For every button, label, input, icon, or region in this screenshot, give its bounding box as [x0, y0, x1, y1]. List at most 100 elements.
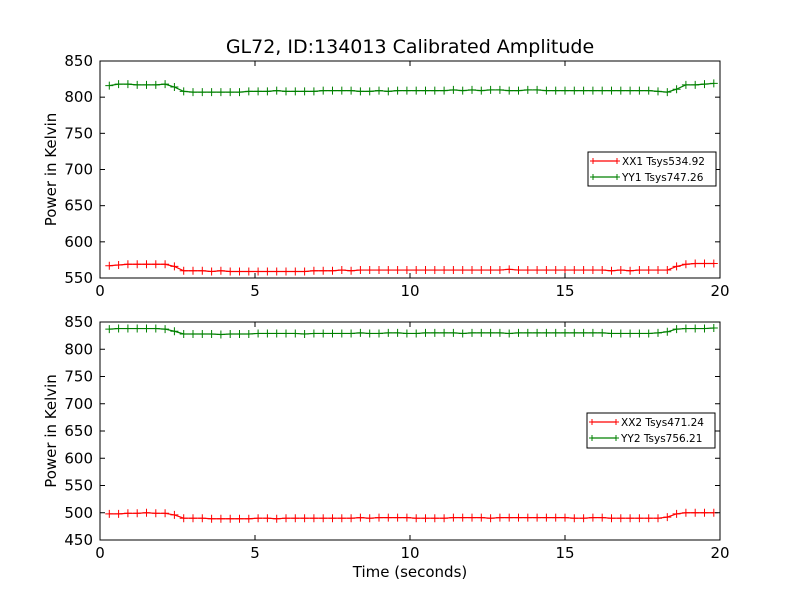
- y-tick-label: 850: [64, 52, 93, 70]
- data-point: [691, 324, 700, 333]
- data-point: [272, 514, 281, 523]
- y-tick-label: 600: [64, 449, 93, 467]
- data-point: [123, 260, 132, 269]
- data-point: [282, 329, 290, 338]
- data-point: [607, 86, 616, 95]
- top-panel: 0 5 10 15 20 550 600 650 700 750 800 850 Power in Ke…: [42, 52, 730, 300]
- data-point: [393, 266, 402, 275]
- data-point: [170, 262, 179, 271]
- data-point: [663, 327, 672, 336]
- data-point: [681, 508, 690, 517]
- data-point: [486, 514, 495, 523]
- data-point: [607, 266, 616, 275]
- data-point: [254, 87, 263, 96]
- data-point: [235, 267, 244, 276]
- data-point: [709, 259, 718, 268]
- data-point: [468, 85, 476, 94]
- data-point: [291, 514, 300, 523]
- data-point: [495, 513, 504, 522]
- data-point: [244, 329, 253, 338]
- data-point: [235, 514, 244, 523]
- data-point: [151, 260, 160, 269]
- data-point: [654, 514, 662, 523]
- data-point: [263, 329, 272, 338]
- data-point: [114, 324, 123, 333]
- x-tick-label: 10: [400, 544, 419, 562]
- data-point: [440, 514, 449, 523]
- data-point: [198, 88, 207, 97]
- data-point: [347, 329, 356, 338]
- data-point: [328, 86, 337, 95]
- data-point: [644, 266, 653, 275]
- figure-title: GL72, ID:134013 Calibrated Amplitude: [226, 36, 594, 58]
- y-tick-label: 600: [64, 233, 93, 251]
- data-point: [430, 86, 439, 95]
- data-point: [375, 86, 383, 95]
- x-tick-label: 20: [710, 282, 729, 300]
- data-point: [328, 266, 337, 275]
- data-point: [402, 513, 411, 522]
- data-point: [105, 81, 114, 90]
- data-point: [244, 87, 253, 96]
- data-point: [626, 86, 635, 95]
- data-point: [319, 329, 328, 338]
- data-point: [300, 329, 309, 338]
- y-tick-label: 850: [64, 313, 93, 331]
- data-point: [477, 328, 486, 337]
- data-point: [207, 329, 216, 338]
- bottom-panel: 0 5 10 15 20 450 500 550 600 650 700 750 800 850 Power…: [42, 313, 730, 581]
- data-point: [123, 509, 132, 518]
- data-point: [272, 329, 281, 338]
- data-point: [421, 266, 430, 275]
- data-point: [254, 514, 263, 523]
- data-point: [384, 266, 393, 275]
- data-point: [616, 86, 625, 95]
- data-point: [505, 513, 514, 522]
- data-point: [598, 266, 607, 275]
- data-point: [151, 324, 160, 333]
- data-point: [542, 328, 551, 337]
- data-point: [375, 513, 383, 522]
- data-point: [654, 87, 662, 96]
- x-tick-label: 0: [95, 282, 105, 300]
- data-point: [291, 267, 300, 276]
- data-point: [347, 86, 356, 95]
- data-point: [570, 328, 579, 337]
- data-point: [319, 514, 328, 523]
- data-point: [319, 266, 328, 275]
- data-point: [542, 513, 551, 522]
- data-point: [672, 85, 681, 94]
- data-point: [365, 266, 374, 275]
- data-point: [189, 514, 197, 523]
- data-point: [440, 328, 449, 337]
- data-point: [421, 328, 430, 337]
- data-point: [468, 328, 476, 337]
- x-tick-label: 20: [710, 544, 729, 562]
- y-tick-label: 550: [64, 477, 93, 495]
- data-point: [430, 328, 439, 337]
- data-point: [244, 514, 253, 523]
- data-point: [114, 509, 123, 518]
- data-point: [458, 329, 467, 338]
- data-point: [430, 266, 439, 275]
- data-point: [495, 266, 504, 275]
- data-point: [523, 328, 532, 337]
- legend-label: YY1 Tsys747.26: [621, 172, 704, 184]
- data-point: [170, 327, 179, 336]
- data-point: [468, 266, 476, 275]
- data-point: [654, 328, 662, 337]
- data-point: [449, 85, 458, 94]
- data-point: [337, 514, 346, 523]
- data-point: [458, 266, 467, 275]
- data-point: [375, 266, 383, 275]
- data-point: [328, 514, 337, 523]
- data-point: [198, 329, 207, 338]
- data-point: [282, 267, 290, 276]
- data-point: [626, 514, 635, 523]
- data-point: [291, 329, 300, 338]
- data-point: [505, 329, 514, 338]
- data-point: [207, 514, 216, 523]
- data-point: [635, 266, 644, 275]
- data-point: [161, 80, 170, 89]
